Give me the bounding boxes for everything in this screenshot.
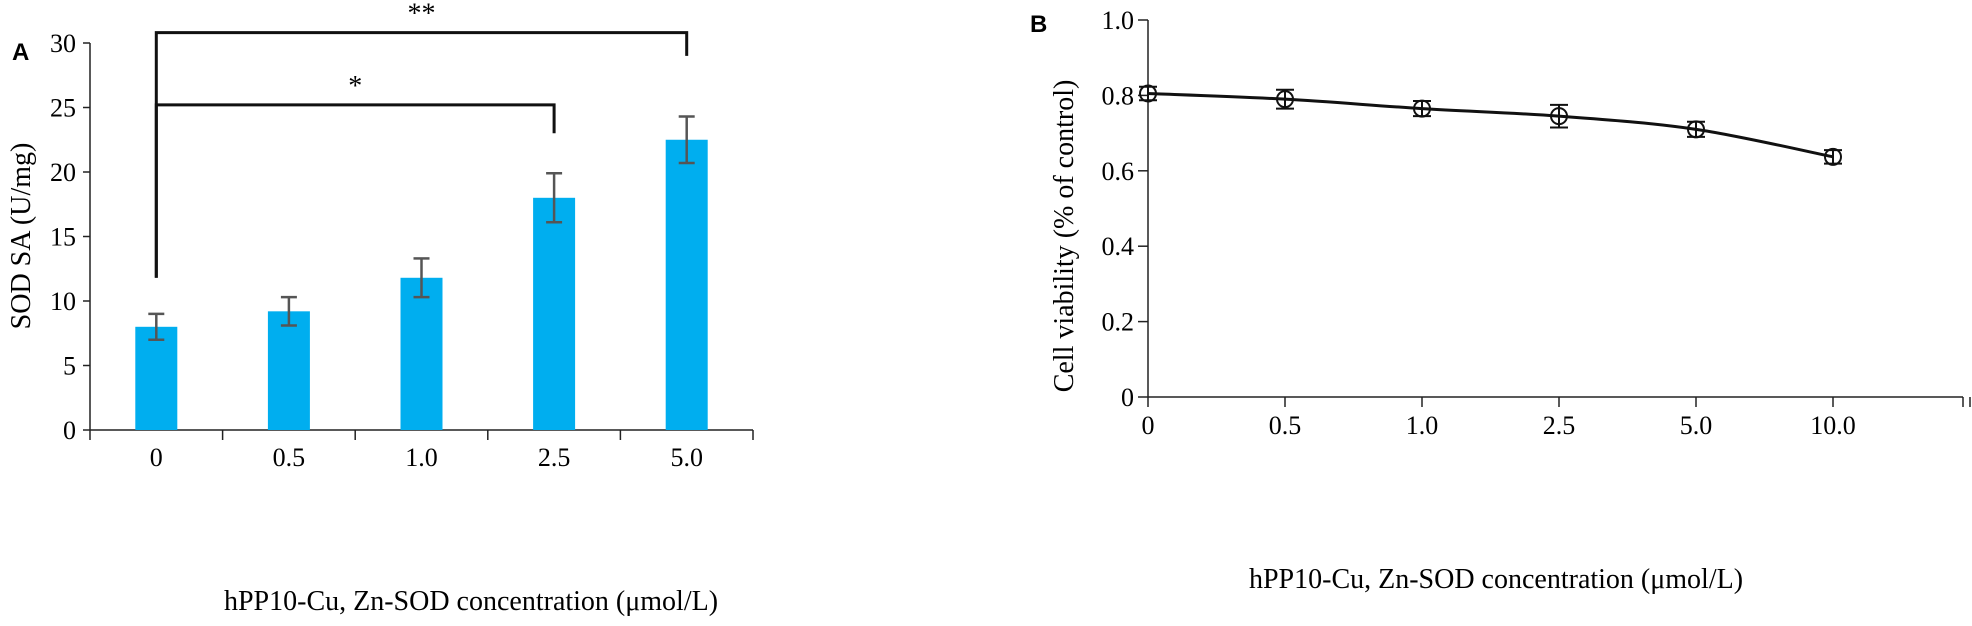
y-tick-label: 10 xyxy=(50,287,76,316)
y-tick-label: 0.6 xyxy=(1102,157,1135,186)
y-axis-label: SOD SA (U/mg) xyxy=(6,143,37,330)
significance-bracket xyxy=(156,33,686,278)
x-tick-label: 5.0 xyxy=(1680,411,1713,440)
y-tick-label: 5 xyxy=(63,352,76,381)
y-tick-label: 0.8 xyxy=(1102,81,1135,110)
x-tick-label: 2.5 xyxy=(538,443,571,472)
x-tick-label: 0.5 xyxy=(1269,411,1302,440)
x-tick-label: 2.5 xyxy=(1543,411,1576,440)
x-axis-label: hPP10-Cu, Zn-SOD concentration (μmol/L) xyxy=(1249,564,1743,595)
bar xyxy=(135,327,177,430)
bar-chart-panel: A SOD SA (U/mg) hPP10-Cu, Zn-SOD concent… xyxy=(6,0,753,617)
y-tick-label: 15 xyxy=(50,223,76,252)
bar xyxy=(666,140,708,430)
x-tick-label: 0.5 xyxy=(273,443,306,472)
line-chart-panel: B Cell viability (% of control) hPP10-Cu… xyxy=(1030,6,1970,595)
bar xyxy=(268,311,310,430)
y-tick-label: 1.0 xyxy=(1102,6,1135,35)
y-tick-label: 30 xyxy=(50,29,76,58)
panel-label: B xyxy=(1030,11,1047,38)
x-tick-label: 5.0 xyxy=(670,443,703,472)
y-tick-label: 25 xyxy=(50,94,76,123)
y-axis-label: Cell viability (% of control) xyxy=(1049,80,1080,393)
y-tick-label: 0 xyxy=(1121,383,1134,412)
y-tick-label: 0.4 xyxy=(1102,232,1135,261)
x-tick-label: 1.0 xyxy=(405,443,438,472)
x-tick-label: 0 xyxy=(150,443,163,472)
y-tick-label: 0.2 xyxy=(1102,308,1135,337)
bar xyxy=(533,198,575,430)
significance-label: * xyxy=(348,71,362,102)
y-tick-label: 0 xyxy=(63,416,76,445)
significance-bracket xyxy=(156,105,554,278)
bar xyxy=(401,278,443,430)
series-line xyxy=(1148,94,1833,157)
significance-label: ** xyxy=(408,0,436,30)
x-tick-label: 1.0 xyxy=(1406,411,1439,440)
panel-label: A xyxy=(12,39,29,66)
x-tick-label: 0 xyxy=(1142,411,1155,440)
x-tick-label: 10.0 xyxy=(1810,411,1856,440)
y-tick-label: 20 xyxy=(50,158,76,187)
x-axis-label: hPP10-Cu, Zn-SOD concentration (μmol/L) xyxy=(224,586,718,617)
